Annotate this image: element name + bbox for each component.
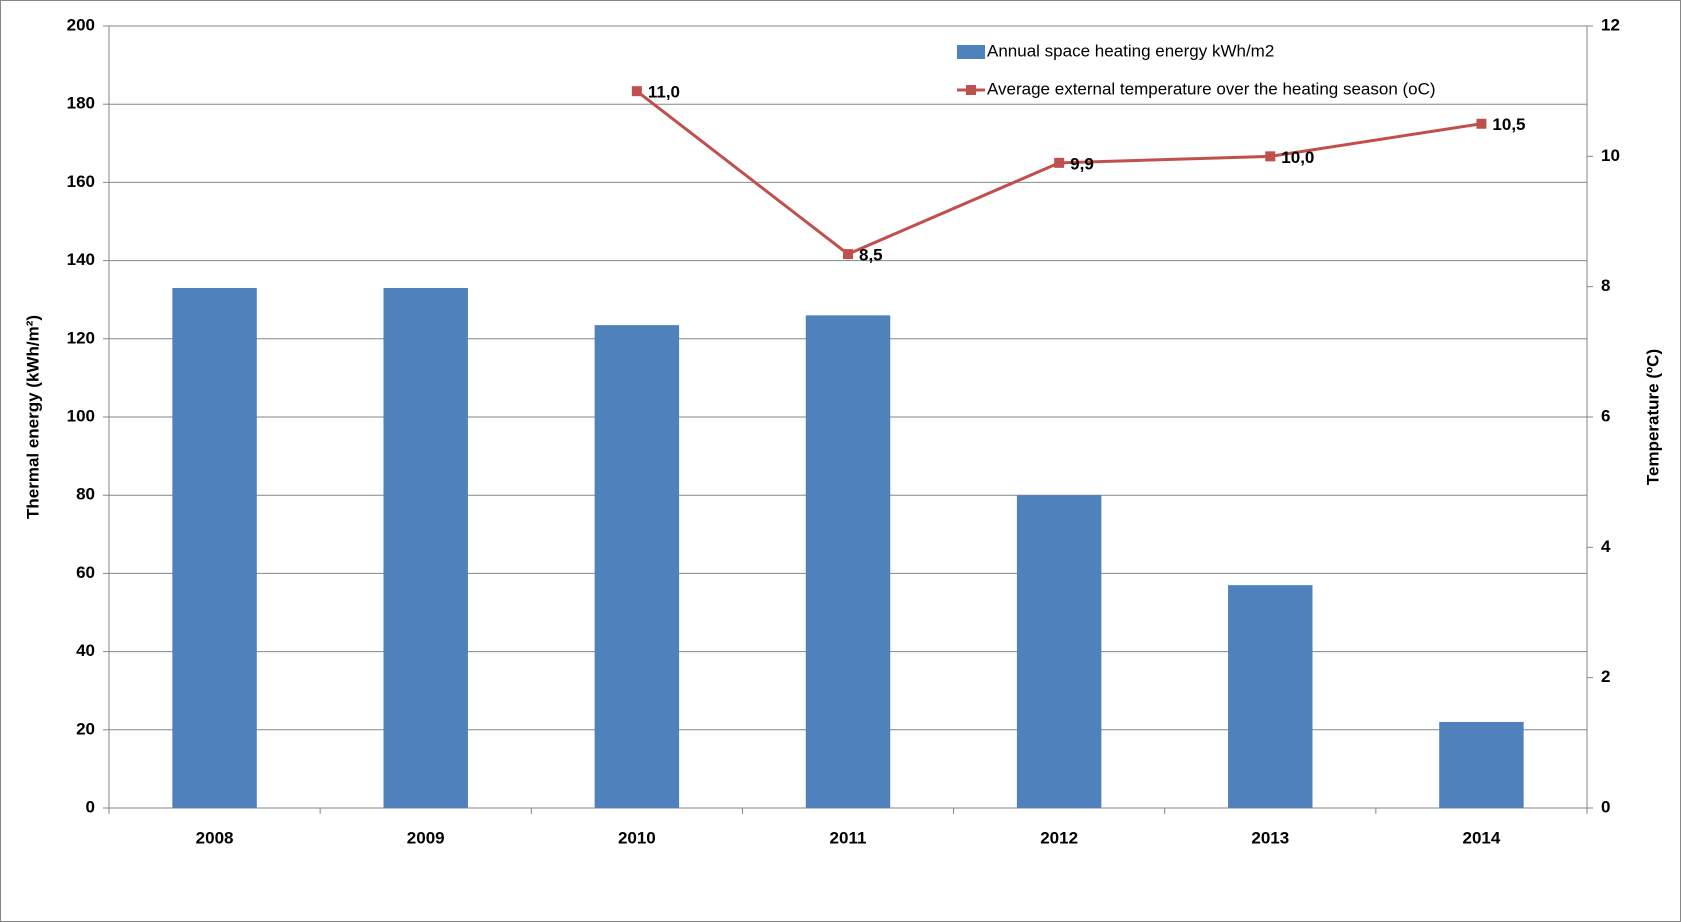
x-tick-label: 2013 xyxy=(1251,828,1289,847)
y-tick-label: 120 xyxy=(67,328,95,347)
x-tick-label: 2009 xyxy=(407,828,445,847)
y2-tick-label: 4 xyxy=(1601,537,1611,556)
y2-tick-label: 6 xyxy=(1601,406,1610,425)
bar xyxy=(1439,721,1524,808)
bar xyxy=(1016,495,1102,808)
x-tick-label: 2008 xyxy=(196,828,234,847)
legend-label: Average external temperature over the he… xyxy=(987,79,1436,98)
bar xyxy=(805,315,891,808)
y-tick-label: 40 xyxy=(76,641,95,660)
bar xyxy=(594,325,680,808)
y-tick-label: 0 xyxy=(86,797,95,816)
data-label: 10,0 xyxy=(1281,148,1314,167)
x-tick-label: 2014 xyxy=(1463,828,1501,847)
bar xyxy=(1228,585,1313,808)
y2-tick-label: 12 xyxy=(1601,15,1620,34)
y2-tick-label: 10 xyxy=(1601,146,1620,165)
y2-tick-label: 0 xyxy=(1601,797,1610,816)
y-axis-label: Thermal energy (kWh/m²) xyxy=(23,315,42,519)
marker xyxy=(1265,151,1276,162)
y-tick-label: 80 xyxy=(76,485,95,504)
data-label: 8,5 xyxy=(859,246,883,265)
y-tick-label: 60 xyxy=(76,563,95,582)
y2-axis-label: Temperature (ºC) xyxy=(1643,349,1662,485)
data-label: 10,5 xyxy=(1492,115,1525,134)
y-tick-label: 100 xyxy=(67,406,95,425)
y-tick-label: 200 xyxy=(67,15,95,34)
marker xyxy=(1054,157,1065,168)
y-tick-label: 140 xyxy=(67,250,95,269)
y2-tick-label: 2 xyxy=(1601,667,1610,686)
legend-swatch xyxy=(957,45,985,59)
marker xyxy=(843,249,853,260)
marker xyxy=(1476,118,1487,129)
bar xyxy=(383,287,468,809)
y-tick-label: 180 xyxy=(67,94,95,113)
y-tick-label: 160 xyxy=(67,172,95,191)
marker xyxy=(631,86,642,97)
bar xyxy=(172,287,257,809)
legend-swatch xyxy=(966,85,976,95)
legend-label: Annual space heating energy kWh/m2 xyxy=(987,41,1274,60)
data-label: 9,9 xyxy=(1070,154,1094,173)
x-tick-label: 2011 xyxy=(830,828,867,847)
y-tick-label: 20 xyxy=(76,719,95,738)
x-tick-label: 2010 xyxy=(618,828,656,847)
y2-tick-label: 8 xyxy=(1601,276,1610,295)
x-tick-label: 2012 xyxy=(1040,828,1078,847)
data-label: 11,0 xyxy=(648,83,680,102)
